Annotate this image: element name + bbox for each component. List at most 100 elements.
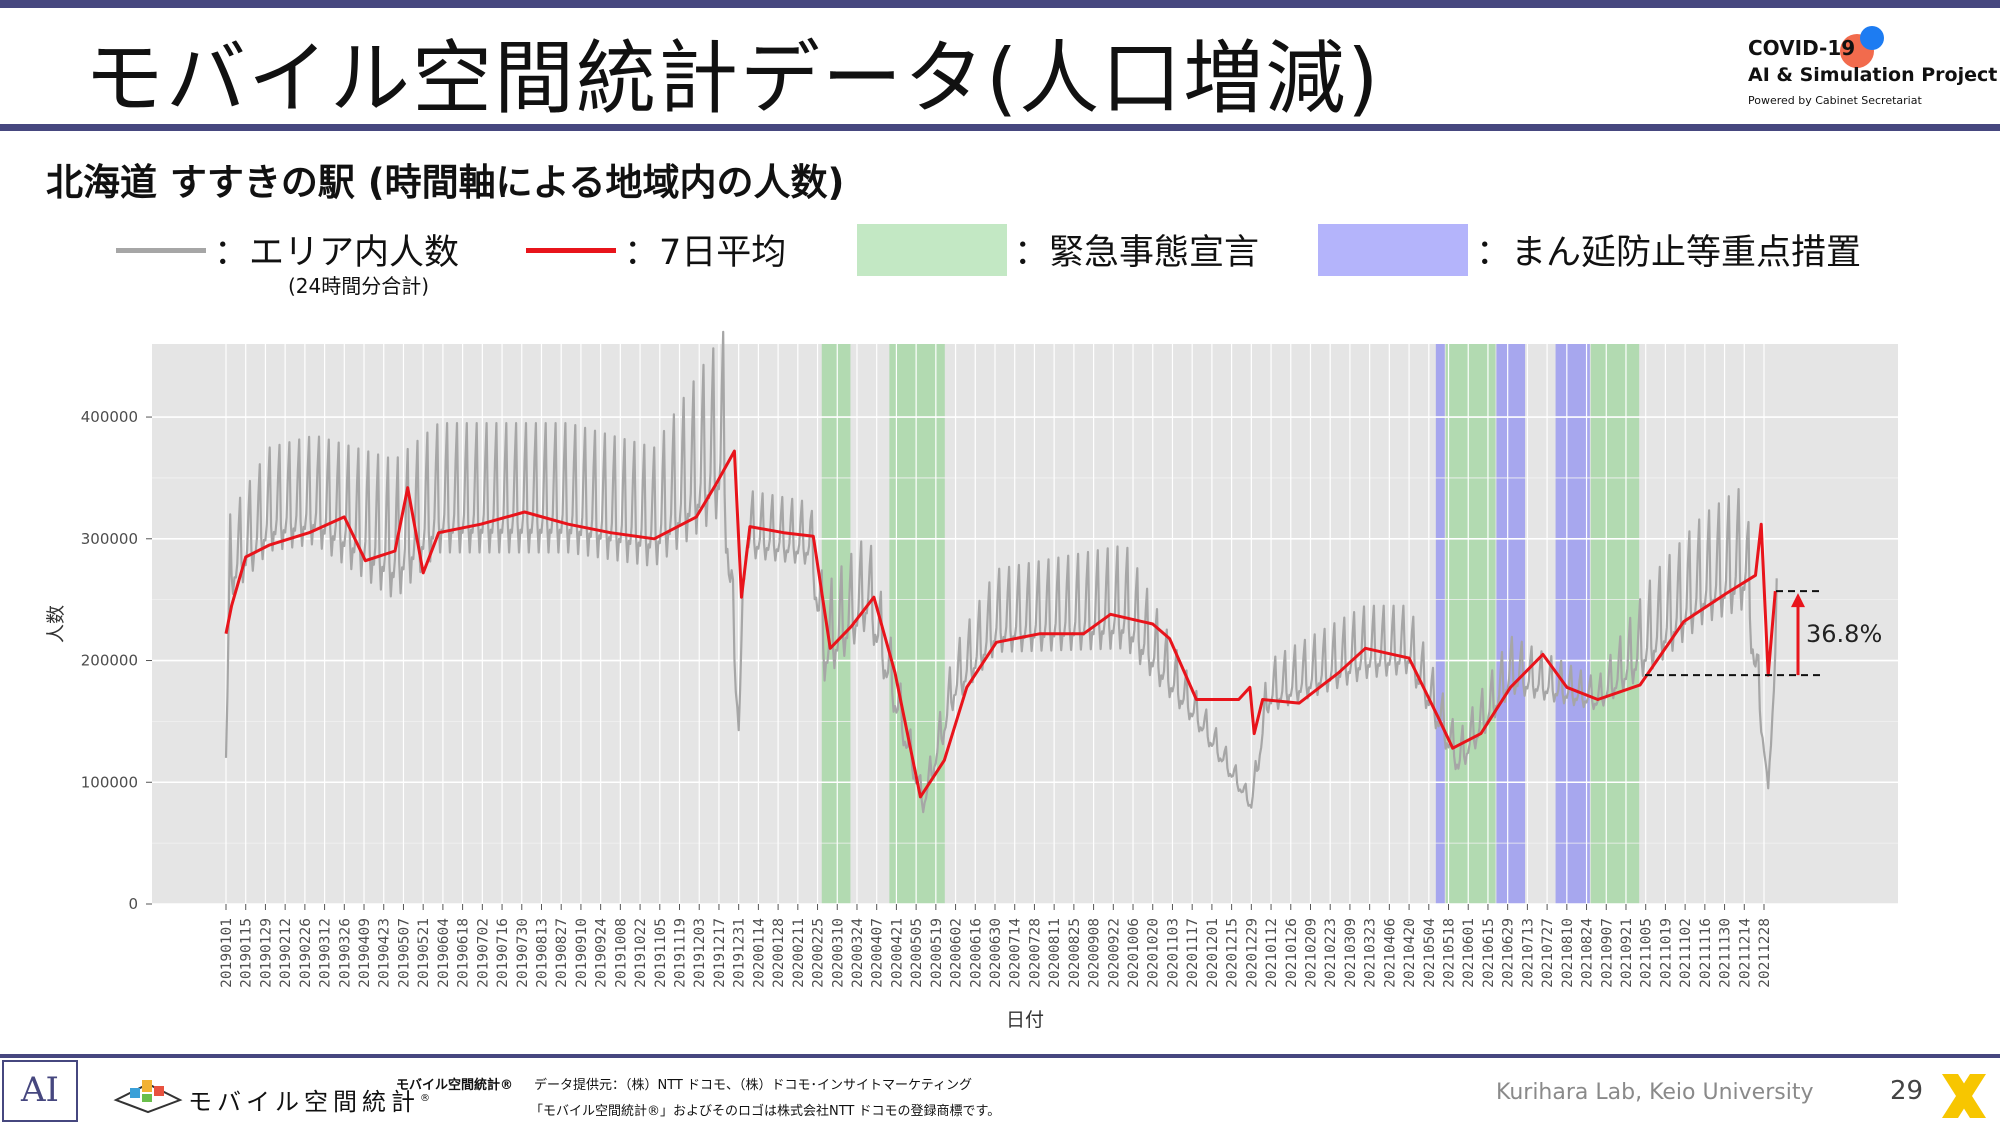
x-tick-label-77: 20211214 <box>1737 918 1753 988</box>
x-axis: 20190101 20190115 20190129 20190212 20190226… <box>219 904 1773 988</box>
footer-provider: データ提供元：（株）NTT ドコモ、（株）ドコモ･インサイトマーケティング <box>534 1078 972 1093</box>
x-tick-label-59: 20210406 <box>1382 918 1398 988</box>
x-tick-label-69: 20210824 <box>1580 918 1596 988</box>
x-tick-label-68: 20210810 <box>1560 918 1576 988</box>
x-tick-label-41: 20200728 <box>1027 918 1043 988</box>
x-tick-label-9: 20190507 <box>396 918 412 988</box>
x-tick-label-78: 20211228 <box>1757 918 1773 988</box>
mobile-stats-logo-text: モバイル空間統計® <box>188 1088 430 1116</box>
x-tick-label-22: 20191105 <box>653 918 669 988</box>
x-tick-label-35: 20200505 <box>909 918 925 988</box>
change-annotation: 36.8% <box>1645 590 1882 677</box>
x-tick-label-76: 20211130 <box>1718 918 1734 988</box>
x-tick-label-60: 20210420 <box>1402 918 1418 988</box>
x-tick-label-6: 20190326 <box>337 918 353 988</box>
x-tick-label-25: 20191217 <box>712 918 728 988</box>
page-title: モバイル空間統計データ(人口増減) <box>84 32 1381 125</box>
y-tick-label-4: 400000 <box>81 408 138 426</box>
legend-raw-label: ：エリア内人数 <box>214 233 460 273</box>
logo-line3: Powered by Cabinet Secretariat <box>1748 94 1922 107</box>
x-tick-label-75: 20211116 <box>1698 918 1714 988</box>
x-tick-label-50: 20201201 <box>1205 918 1221 988</box>
legend-avg-swatch <box>526 248 616 253</box>
x-tick-label-20: 20191008 <box>613 918 629 988</box>
x-tick-label-5: 20190312 <box>318 918 334 988</box>
footer-brand: モバイル空間統計® <box>396 1078 514 1093</box>
x-tick-label-66: 20210713 <box>1520 918 1536 988</box>
x-tick-label-62: 20210518 <box>1442 918 1458 988</box>
y-tick-label-2: 200000 <box>81 652 138 670</box>
shade-emergency-1 <box>889 344 945 904</box>
x-tick-label-33: 20200407 <box>870 918 886 988</box>
x-tick-label-39: 20200630 <box>988 918 1004 988</box>
top-accent-bar <box>0 0 2000 8</box>
x-tick-label-14: 20190716 <box>495 918 511 988</box>
x-tick-label-73: 20211019 <box>1658 918 1674 988</box>
lab-ai-logo: AI <box>2 1060 78 1122</box>
x-tick-label-72: 20211005 <box>1639 918 1655 988</box>
x-tick-label-53: 20210112 <box>1264 918 1280 988</box>
logo-line1: COVID-19 <box>1748 36 1856 60</box>
x-tick-label-70: 20210907 <box>1599 918 1615 988</box>
x-tick-label-8: 20190423 <box>377 918 393 988</box>
x-tick-label-17: 20190827 <box>554 918 570 988</box>
x-tick-label-23: 20191119 <box>673 918 689 988</box>
x-tick-label-29: 20200211 <box>791 918 807 988</box>
project-logo: COVID-19 AI & Simulation Project Powered… <box>1748 26 1997 120</box>
x-tick-label-55: 20210209 <box>1303 918 1319 988</box>
shade-emergency-3 <box>1445 344 1496 904</box>
x-tick-label-44: 20200908 <box>1087 918 1103 988</box>
x-tick-label-26: 20191231 <box>732 918 748 988</box>
legend-emergency-label: ：緊急事態宣言 <box>1014 233 1260 273</box>
x-tick-label-71: 20210921 <box>1619 918 1635 988</box>
y-tick-label-1: 100000 <box>81 773 138 791</box>
y-axis-title: 人数 <box>45 605 67 643</box>
legend-priority-label: ：まん延防止等重点措置 <box>1476 233 1862 273</box>
x-tick-label-28: 20200128 <box>771 918 787 988</box>
x-tick-label-7: 20190409 <box>357 918 373 988</box>
x-tick-label-4: 20190226 <box>298 918 314 988</box>
x-tick-label-64: 20210615 <box>1481 918 1497 988</box>
x-tick-label-12: 20190618 <box>456 918 472 988</box>
x-tick-label-67: 20210727 <box>1540 918 1556 988</box>
x-tick-label-56: 20210223 <box>1323 918 1339 988</box>
x-tick-label-24: 20191203 <box>692 918 708 988</box>
annotation-percent-label: 36.8% <box>1806 620 1882 648</box>
x-tick-label-11: 20190604 <box>436 918 452 988</box>
logo-blue-dot <box>1860 26 1884 50</box>
x-tick-label-2: 20190129 <box>258 918 274 988</box>
x-tick-label-37: 20200602 <box>949 918 965 988</box>
legend-raw-note: (24時間分合計) <box>288 274 430 298</box>
x-tick-label-27: 20200114 <box>751 918 767 988</box>
avg-series-line <box>224 449 1777 799</box>
x-tick-label-32: 20200324 <box>850 918 866 988</box>
x-tick-label-57: 20210309 <box>1343 918 1359 988</box>
x-tick-label-40: 20200714 <box>1008 918 1024 988</box>
x-tick-label-19: 20190924 <box>594 918 610 988</box>
x-tick-label-65: 20210629 <box>1501 918 1517 988</box>
y-axis: 0 100000 200000 300000 400000 <box>81 408 152 913</box>
shade-priority-5 <box>1555 344 1590 904</box>
x-tick-label-34: 20200421 <box>889 918 905 988</box>
x-tick-label-42: 20200811 <box>1047 918 1063 988</box>
x-tick-label-48: 20201103 <box>1165 918 1181 988</box>
x-tick-label-36: 20200519 <box>929 918 945 988</box>
mobile-stats-logo-icon <box>113 1080 183 1114</box>
shade-priority-4 <box>1496 344 1526 904</box>
x-tick-label-54: 20210126 <box>1284 918 1300 988</box>
footer-lab-name: Kurihara Lab, Keio University <box>1496 1080 1814 1105</box>
x-tick-label-51: 20201215 <box>1225 918 1241 988</box>
x-tick-label-10: 20190521 <box>416 918 432 988</box>
page-number: 29 <box>1890 1076 1924 1106</box>
x-tick-label-43: 20200825 <box>1067 918 1083 988</box>
legend-raw-swatch <box>116 248 206 253</box>
x-tick-label-52: 20201229 <box>1244 918 1260 988</box>
legend-avg-label: ：7日平均 <box>624 233 787 273</box>
header-divider <box>0 124 2000 131</box>
x-tick-label-3: 20190212 <box>278 918 294 988</box>
chart-subtitle: 北海道 すすきの駅 (時間軸による地域内の人数) <box>46 161 845 204</box>
x-tick-label-63: 20210601 <box>1461 918 1477 988</box>
y-tick-label-3: 300000 <box>81 530 138 548</box>
x-tick-label-13: 20190702 <box>475 918 491 988</box>
